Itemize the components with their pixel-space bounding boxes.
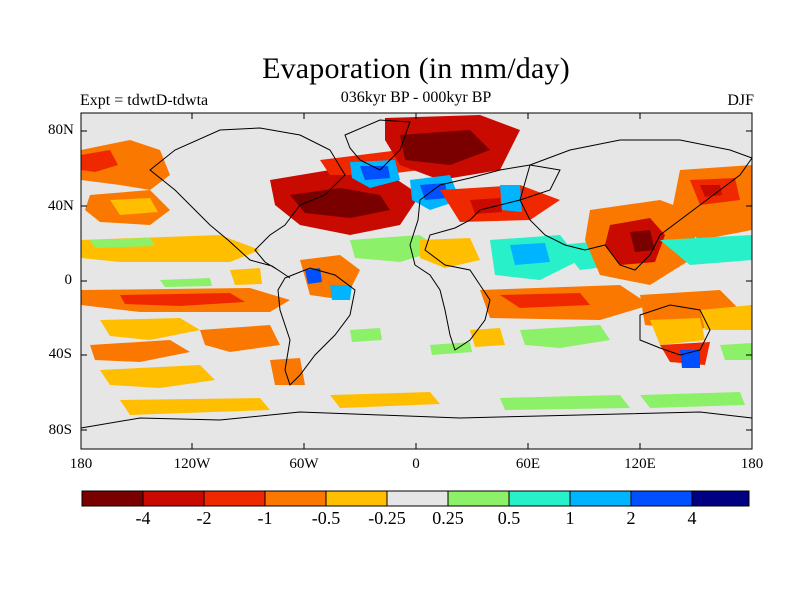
lat-label-eq: 0 [64,272,73,288]
map-title: Evaporation (in mm/day) [262,52,570,85]
colorbar-box-11 [691,490,750,507]
axis-ticks [81,113,752,449]
north-america-outline [149,127,346,279]
colorbar-box-10 [630,490,693,507]
europe-africa-outline [409,164,561,351]
continent-outlines [80,119,753,429]
colorbar-label: -1 [257,508,273,528]
lon-label-60w: 60W [289,456,319,472]
lat-label-40n: 40N [48,198,74,214]
lat-label-80n: 80N [48,122,74,138]
south-america-outline [277,267,356,386]
antarctica-outline [80,411,753,429]
colorbar-label: 0.5 [497,508,521,528]
colorbar-label: -2 [196,508,212,528]
colorbar-label: 1 [565,508,575,528]
colorbar-box-9 [569,490,632,507]
lat-label-40s: 40S [48,346,72,362]
greenland-outline [344,119,411,171]
colorbar-box-6 [386,490,449,507]
asia-outline [519,139,753,271]
lon-label-120w: 120W [173,456,211,472]
colorbar-box-8 [508,490,571,507]
colorbar-box-1 [81,490,144,507]
experiment-label: Expt = tdwtD-tdwta [80,92,209,109]
colorbar-label: 0.25 [432,508,464,528]
lon-label-60e: 60E [515,456,541,472]
colorbar-box-2 [142,490,205,507]
colorbar-label: -0.5 [311,508,341,528]
lon-label-120e: 120E [624,456,656,472]
map-subtitle: 036kyr BP - 000kyr BP [340,89,492,106]
colorbar-label: 4 [687,508,697,528]
colorbar-box-7 [447,490,510,507]
australia-outline [639,304,711,356]
lat-label-80s: 80S [48,422,72,438]
colorbar-label: -4 [135,508,151,528]
colorbar-box-3 [203,490,266,507]
colorbar-label: -0.25 [368,508,406,528]
season-label: DJF [727,92,754,109]
colorbar [81,490,750,507]
colorbar-label: 2 [626,508,636,528]
colorbar-box-4 [264,490,327,507]
lon-label-180e: 180 [740,456,764,472]
lon-label-0: 0 [412,456,420,472]
lon-label-180w: 180 [69,456,93,472]
colorbar-box-5 [325,490,388,507]
